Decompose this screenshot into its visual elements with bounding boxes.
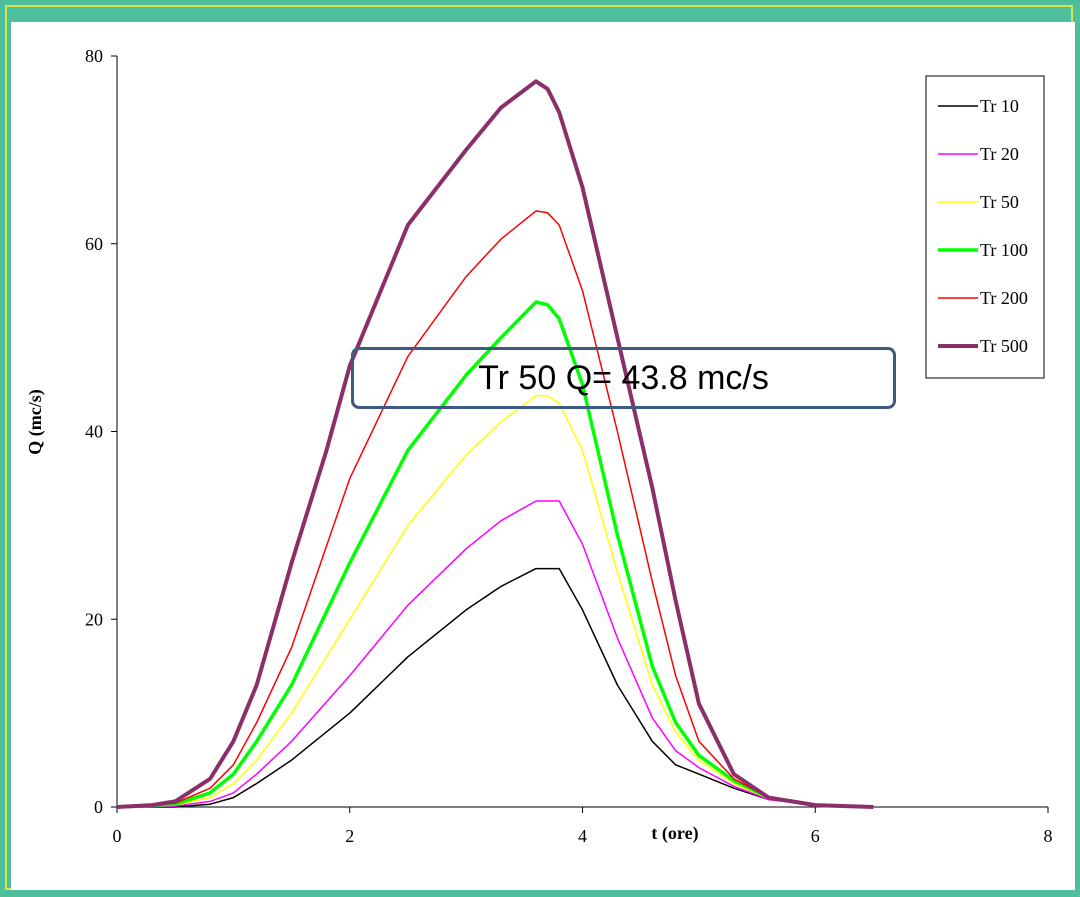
y-tick-label: 60: [85, 234, 103, 254]
series-line-tr-100: [116, 300, 874, 809]
x-tick-label: 0: [113, 826, 122, 846]
annotation-box: Tr 50 Q= 43.8 mc/s: [351, 347, 896, 409]
chart-panel: 0 20 40 60 80 0 2 4 6 8 t (ore) Q (mc/s) Tr 10 Tr 20 T…: [11, 22, 1075, 890]
series-line-tr-500: [116, 79, 874, 809]
hydrograph-chart: 0 20 40 60 80 0 2 4 6 8 t (ore) Q (mc/s) Tr 10 Tr 20 T…: [25, 46, 1053, 846]
legend-label: Tr 200: [980, 288, 1028, 308]
y-tick-label: 40: [85, 422, 103, 442]
legend-label: Tr 20: [980, 144, 1019, 164]
x-axis-title: t (ore): [651, 823, 698, 844]
legend-label: Tr 100: [980, 240, 1028, 260]
y-tick-label: 80: [85, 46, 103, 66]
series-line-tr-10: [117, 567, 874, 808]
x-tick-label: 4: [578, 826, 587, 846]
legend-box: [925, 75, 1045, 379]
legend-label: Tr 10: [980, 96, 1019, 116]
x-tick-label: 8: [1044, 826, 1053, 846]
legend-label: Tr 50: [980, 192, 1019, 212]
series-line-tr-50: [116, 395, 874, 808]
legend-label: Tr 500: [980, 336, 1028, 356]
series-line-tr-20: [116, 500, 874, 808]
series-line-tr-200: [116, 210, 874, 808]
y-tick-label: 0: [94, 797, 103, 817]
annotation-text: Tr 50 Q= 43.8 mc/s: [478, 358, 769, 397]
x-tick-label: 6: [811, 826, 820, 846]
y-tick-label: 20: [85, 609, 103, 629]
x-tick-label: 2: [345, 826, 354, 846]
y-axis-title: Q (mc/s): [25, 389, 46, 454]
